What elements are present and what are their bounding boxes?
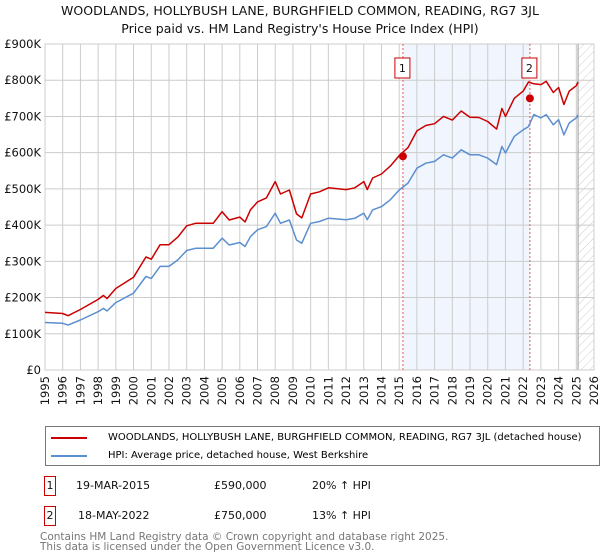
sale-point xyxy=(398,152,407,161)
x-tick-label: 2020 xyxy=(481,376,495,405)
y-tick-label: £0 xyxy=(26,363,41,377)
sale-date: 19-MAR-2015 xyxy=(76,479,151,492)
x-tick-label: 2002 xyxy=(162,376,176,405)
y-tick-label: £800K xyxy=(4,73,41,87)
x-tick-label: 2018 xyxy=(445,376,459,405)
x-tick-label: 2015 xyxy=(392,376,406,405)
x-tick-label: 2026 xyxy=(587,376,600,405)
chart-subtitle: Price paid vs. HM Land Registry's House … xyxy=(121,21,479,36)
x-tick-label: 2025 xyxy=(569,376,583,405)
x-tick-label: 2005 xyxy=(215,376,229,405)
x-tick-label: 2001 xyxy=(144,376,158,405)
future-hatch xyxy=(578,44,594,370)
legend-item-hpi: HPI: Average price, detached house, West… xyxy=(46,450,368,461)
x-tick-label: 2000 xyxy=(127,376,141,405)
x-tick-label: 2016 xyxy=(410,376,424,405)
x-tick-label: 2021 xyxy=(498,376,512,405)
legend-label: HPI: Average price, detached house, West… xyxy=(108,450,369,461)
x-tick-label: 2006 xyxy=(233,376,247,405)
y-tick-label: £700K xyxy=(4,109,41,123)
plot-border xyxy=(44,43,595,371)
sale-row: 1 19-MAR-2015 £590,000 20% ↑ HPI xyxy=(44,476,544,496)
x-tick-label: 2004 xyxy=(197,376,211,405)
x-tick-label: 2008 xyxy=(268,376,282,405)
x-tick-label: 1996 xyxy=(56,376,70,405)
x-tick-label: 2009 xyxy=(286,376,300,405)
x-tick-label: 2010 xyxy=(304,376,318,405)
sale-label-box xyxy=(521,57,538,79)
sale-label-box xyxy=(394,57,411,79)
x-tick-label: 2014 xyxy=(374,376,388,405)
x-tick-label: 2003 xyxy=(180,376,194,405)
x-tick-label: 2013 xyxy=(357,376,371,405)
chart-title: WOODLANDS, HOLLYBUSH LANE, BURGHFIELD CO… xyxy=(61,3,539,18)
x-tick-label: 1998 xyxy=(91,376,105,405)
y-tick-label: £400K xyxy=(4,218,41,232)
property-price-line xyxy=(44,80,579,317)
x-tick-label: 2019 xyxy=(463,376,477,405)
sale-point xyxy=(525,94,534,103)
x-tick-label: 2012 xyxy=(339,376,353,405)
x-tick-label: 2017 xyxy=(428,376,442,405)
legend-blue-line xyxy=(51,454,87,457)
x-tick-label: 1999 xyxy=(109,376,123,405)
y-tick-label: £100K xyxy=(4,327,41,341)
y-tick-label: £900K xyxy=(4,37,41,51)
hpi-line xyxy=(44,113,579,326)
legend: WOODLANDS, HOLLYBUSH LANE, BURGHFIELD CO… xyxy=(45,426,600,466)
x-tick-label: 2011 xyxy=(321,376,335,405)
sale-hpi-diff: 13% ↑ HPI xyxy=(312,509,371,522)
x-tick-label: 2023 xyxy=(534,376,548,405)
legend-label: WOODLANDS, HOLLYBUSH LANE, BURGHFIELD CO… xyxy=(108,432,582,443)
footer-licence: This data is licensed under the Open Gov… xyxy=(40,541,375,553)
x-tick-label: 2007 xyxy=(251,376,265,405)
x-tick-label: 1995 xyxy=(38,376,52,405)
sale-price: £590,000 xyxy=(214,479,267,492)
sale-marker-badge: 2 xyxy=(44,506,56,526)
y-tick-label: £200K xyxy=(4,291,41,305)
sale-period-shading xyxy=(402,44,530,370)
legend-item-property: WOODLANDS, HOLLYBUSH LANE, BURGHFIELD CO… xyxy=(46,432,582,443)
sale-price: £750,000 xyxy=(214,509,267,522)
x-tick-label: 2024 xyxy=(552,376,566,405)
y-tick-label: £300K xyxy=(4,254,41,268)
sale-row: 2 18-MAY-2022 £750,000 13% ↑ HPI xyxy=(44,506,544,526)
y-tick-label: £500K xyxy=(4,182,41,196)
y-tick-label: £600K xyxy=(4,146,41,160)
footer-copyright: Contains HM Land Registry data © Crown c… xyxy=(40,531,449,543)
sale-label: 2 xyxy=(526,62,533,75)
x-tick-label: 1997 xyxy=(73,376,87,405)
sale-label: 1 xyxy=(399,62,406,75)
x-tick-label: 2022 xyxy=(516,376,530,405)
sale-date: 18-MAY-2022 xyxy=(78,509,150,522)
legend-red-line xyxy=(51,436,87,439)
sale-marker-badge: 1 xyxy=(44,476,56,496)
sale-hpi-diff: 20% ↑ HPI xyxy=(312,479,371,492)
